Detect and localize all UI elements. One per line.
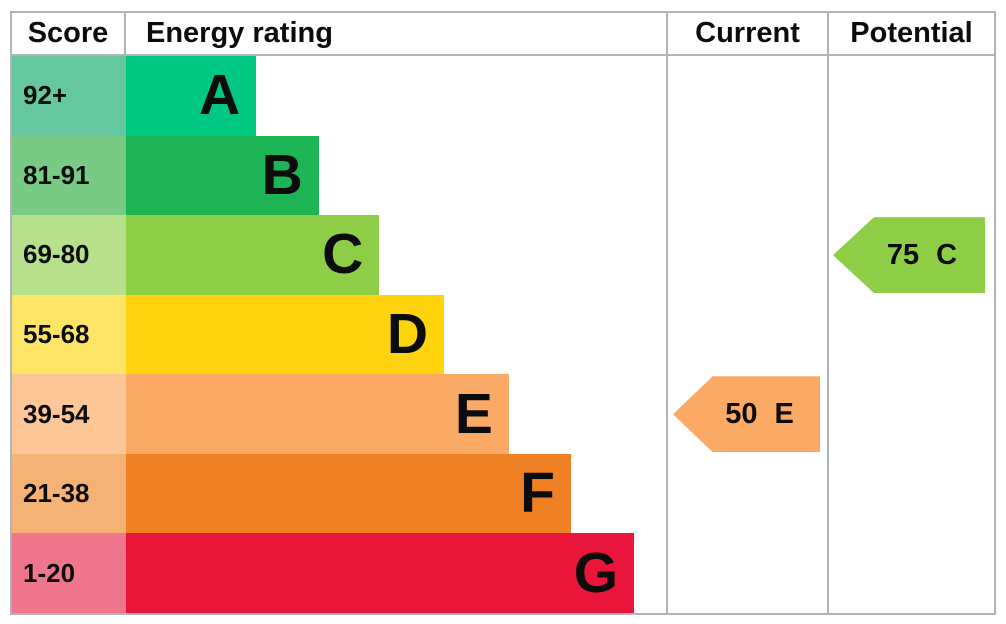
current-column: Current 50 E <box>666 13 827 613</box>
bar-area-b: B <box>126 135 666 216</box>
rating-bar-g: G <box>126 533 635 614</box>
bar-area-d: D <box>126 294 666 375</box>
current-score-value: 50 <box>725 397 758 430</box>
score-range-f: 21-38 <box>12 453 126 534</box>
score-column-header: Score <box>12 13 126 54</box>
rating-letter-a: A <box>198 63 241 128</box>
rating-bar-a: A <box>126 56 257 136</box>
rating-bar-b: B <box>126 135 319 216</box>
band-row-g: 1-20 G <box>12 533 994 614</box>
bar-area-e: E <box>126 374 666 454</box>
rating-bar-e: E <box>126 374 509 454</box>
current-rating-letter: E <box>774 397 794 430</box>
rating-letter-c: C <box>322 222 364 287</box>
rating-letter-e: E <box>454 381 493 446</box>
score-range-b: 81-91 <box>12 135 126 216</box>
score-range-a: 92+ <box>12 56 126 136</box>
score-range-e: 39-54 <box>12 374 126 454</box>
header-row: Score Energy rating <box>12 13 994 56</box>
rating-letter-f: F <box>520 461 555 526</box>
potential-score-value: 75 <box>886 238 920 271</box>
rating-letter-d: D <box>386 302 429 367</box>
rating-bar-f: F <box>126 453 571 534</box>
potential-column: Potential 75 C <box>827 13 994 613</box>
band-row-e: 39-54 E <box>12 374 994 454</box>
rating-letter-b: B <box>261 142 303 207</box>
rating-bar-c: C <box>126 215 380 295</box>
score-range-g: 1-20 <box>12 533 126 614</box>
band-row-f: 21-38 F <box>12 453 994 534</box>
bar-area-a: A <box>126 56 666 136</box>
rating-letter-g: G <box>573 540 619 605</box>
potential-column-header: Potential <box>850 17 973 49</box>
band-row-b: 81-91 B <box>12 135 994 216</box>
rating-bar-d: D <box>126 294 445 375</box>
bar-area-g: G <box>126 533 666 614</box>
bar-area-c: C <box>126 215 666 295</box>
potential-rating-letter: C <box>936 238 958 271</box>
score-range-c: 69-80 <box>12 215 126 295</box>
energy-rating-column-header: Energy rating <box>146 17 333 49</box>
score-range-d: 55-68 <box>12 294 126 375</box>
band-row-d: 55-68 D <box>12 294 994 375</box>
potential-rating-arrow: 75 C <box>833 217 985 294</box>
current-rating-arrow: 50 E <box>673 376 820 453</box>
band-row-c: 69-80 C <box>12 215 994 295</box>
current-column-header: Current <box>695 17 800 49</box>
bar-area-f: F <box>126 453 666 534</box>
band-row-a: 92+ A <box>12 56 994 136</box>
chart-table: Score Energy rating 92+ A 81-91 B 69-80 … <box>10 11 996 615</box>
band-rows: 92+ A 81-91 B 69-80 C 55-68 D <box>12 56 994 614</box>
